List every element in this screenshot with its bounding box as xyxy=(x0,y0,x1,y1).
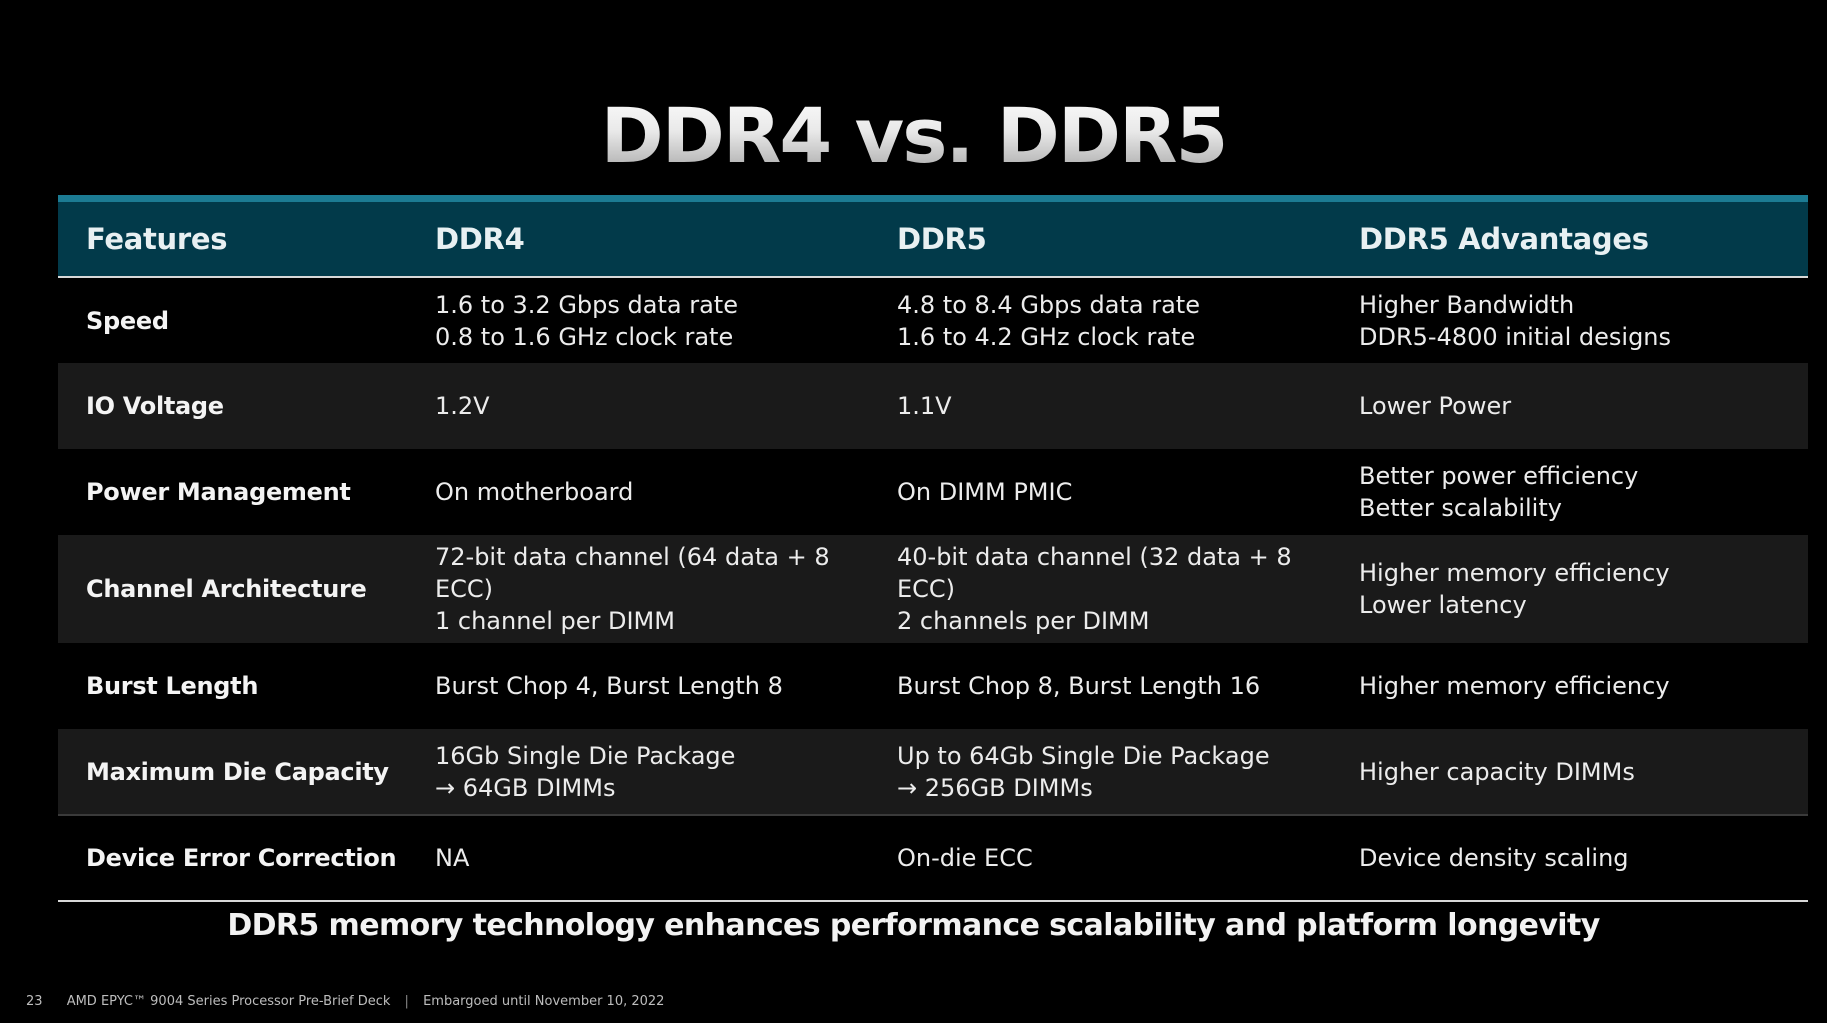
table-row: Power Management On motherboard On DIMM … xyxy=(58,449,1808,535)
slide-footer: 23 AMD EPYC™ 9004 Series Processor Pre-B… xyxy=(26,994,664,1009)
cell-line: DDR5-4800 initial designs xyxy=(1359,322,1672,351)
ddr4-cell: On motherboard xyxy=(407,449,869,535)
table-accent-bar xyxy=(58,195,1808,202)
cell-line: Better scalability xyxy=(1359,494,1562,522)
deck-name: AMD EPYC™ 9004 Series Processor Pre-Brie… xyxy=(66,994,391,1009)
cell-line: 1 channel per DIMM xyxy=(435,607,675,635)
cell-line: On motherboard xyxy=(435,478,634,506)
table-row: Speed 1.6 to 3.2 Gbps data rate 0.8 to 1… xyxy=(58,277,1808,363)
page-number: 23 xyxy=(26,994,43,1009)
embargo-notice: Embargoed until November 10, 2022 xyxy=(423,994,665,1009)
comparison-table-container: Features DDR4 DDR5 DDR5 Advantages Speed… xyxy=(58,195,1808,902)
advantages-cell: Higher memory efficiency Lower latency xyxy=(1331,535,1808,643)
cell-line: 0.8 to 1.6 GHz clock rate xyxy=(435,322,734,351)
advantages-cell: Higher Bandwidth DDR5-4800 initial desig… xyxy=(1331,277,1808,363)
feature-cell: Burst Length xyxy=(86,672,259,700)
cell-line: NA xyxy=(435,844,470,872)
cell-line: 16Gb Single Die Package xyxy=(435,741,736,770)
ddr4-cell: 16Gb Single Die Package → 64GB DIMMs xyxy=(407,729,869,815)
cell-line: On-die ECC xyxy=(897,844,1033,872)
comparison-table: Features DDR4 DDR5 DDR5 Advantages Speed… xyxy=(58,202,1808,902)
cell-line: Higher memory efficiency xyxy=(1359,672,1670,700)
ddr5-cell: On-die ECC xyxy=(869,815,1331,901)
cell-line: Device density scaling xyxy=(1359,844,1629,872)
header-ddr4: DDR4 xyxy=(435,222,525,256)
advantages-cell: Higher memory efficiency xyxy=(1331,643,1808,729)
feature-cell: Speed xyxy=(86,306,169,335)
advantages-cell: Higher capacity DIMMs xyxy=(1331,729,1808,815)
cell-line: 40-bit data channel (32 data + 8 ECC) xyxy=(897,543,1292,603)
cell-line: Lower latency xyxy=(1359,591,1527,619)
cell-line: 4.8 to 8.4 Gbps data rate xyxy=(897,290,1200,319)
footer-separator: | xyxy=(404,994,409,1009)
cell-line: 1.1V xyxy=(897,392,952,420)
table-row: IO Voltage 1.2V 1.1V Lower Power xyxy=(58,363,1808,449)
ddr5-cell: Up to 64Gb Single Die Package → 256GB DI… xyxy=(869,729,1331,815)
cell-line: Up to 64Gb Single Die Package xyxy=(897,741,1270,770)
cell-line: Burst Chop 4, Burst Length 8 xyxy=(435,672,783,700)
table-row: Maximum Die Capacity 16Gb Single Die Pac… xyxy=(58,729,1808,815)
cell-line: Burst Chop 8, Burst Length 16 xyxy=(897,672,1261,700)
ddr4-cell: 1.2V xyxy=(407,363,869,449)
ddr4-cell: 1.6 to 3.2 Gbps data rate 0.8 to 1.6 GHz… xyxy=(407,277,869,363)
cell-line: 1.6 to 3.2 Gbps data rate xyxy=(435,290,738,319)
ddr4-cell: NA xyxy=(407,815,869,901)
ddr5-cell: 1.1V xyxy=(869,363,1331,449)
feature-cell: Power Management xyxy=(86,478,351,506)
ddr4-cell: Burst Chop 4, Burst Length 8 xyxy=(407,643,869,729)
ddr5-cell: Burst Chop 8, Burst Length 16 xyxy=(869,643,1331,729)
feature-cell: Maximum Die Capacity xyxy=(86,757,389,786)
slide-title: DDR4 vs. DDR5 xyxy=(0,88,1827,184)
advantages-cell: Device density scaling xyxy=(1331,815,1808,901)
cell-line: Higher Bandwidth xyxy=(1359,290,1575,319)
ddr5-cell: On DIMM PMIC xyxy=(869,449,1331,535)
table-row: Burst Length Burst Chop 4, Burst Length … xyxy=(58,643,1808,729)
cell-line: 1.2V xyxy=(435,392,490,420)
header-ddr5: DDR5 xyxy=(897,222,987,256)
table-row: Channel Architecture 72-bit data channel… xyxy=(58,535,1808,643)
feature-cell: IO Voltage xyxy=(86,392,224,420)
feature-cell: Channel Architecture xyxy=(86,575,367,603)
ddr4-cell: 72-bit data channel (64 data + 8 ECC) 1 … xyxy=(407,535,869,643)
cell-line: 2 channels per DIMM xyxy=(897,607,1150,635)
ddr5-cell: 4.8 to 8.4 Gbps data rate 1.6 to 4.2 GHz… xyxy=(869,277,1331,363)
cell-line: 72-bit data channel (64 data + 8 ECC) xyxy=(435,543,830,603)
slide-tagline: DDR5 memory technology enhances performa… xyxy=(227,908,1600,943)
cell-line: Higher capacity DIMMs xyxy=(1359,757,1635,786)
cell-line: Higher memory efficiency xyxy=(1359,559,1670,587)
cell-line: Lower Power xyxy=(1359,392,1512,420)
ddr5-cell: 40-bit data channel (32 data + 8 ECC) 2 … xyxy=(869,535,1331,643)
cell-line: → 256GB DIMMs xyxy=(897,773,1093,802)
cell-line: Better power efficiency xyxy=(1359,462,1639,490)
cell-line: 1.6 to 4.2 GHz clock rate xyxy=(897,322,1196,351)
advantages-cell: Better power efficiency Better scalabili… xyxy=(1331,449,1808,535)
table-row: Device Error Correction NA On-die ECC De… xyxy=(58,815,1808,901)
feature-cell: Device Error Correction xyxy=(86,844,397,872)
cell-line: → 64GB DIMMs xyxy=(435,773,616,802)
table-header-row: Features DDR4 DDR5 DDR5 Advantages xyxy=(58,202,1808,277)
cell-line: On DIMM PMIC xyxy=(897,478,1073,506)
header-features: Features xyxy=(86,222,228,256)
header-ddr5-advantages: DDR5 Advantages xyxy=(1359,222,1649,256)
advantages-cell: Lower Power xyxy=(1331,363,1808,449)
